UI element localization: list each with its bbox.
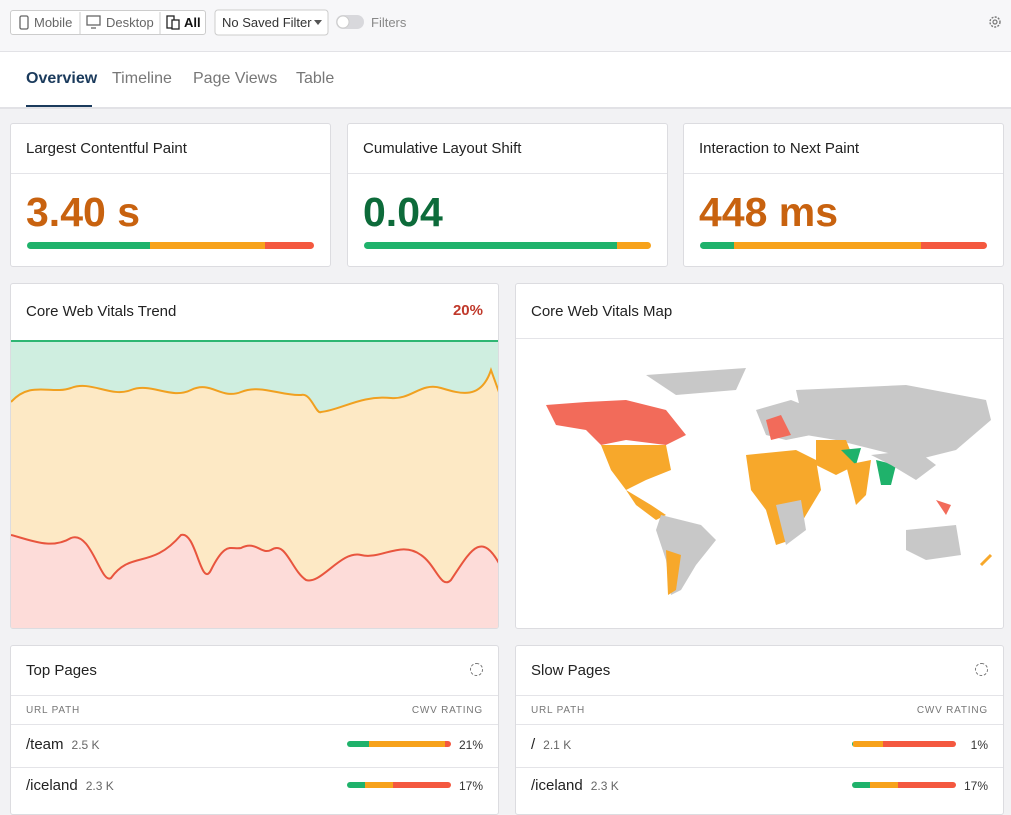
rating-segment [883, 741, 956, 747]
rating-segment [852, 741, 854, 747]
url-path: /iceland [26, 777, 78, 794]
url-path: / [531, 736, 536, 753]
column-header: URL PATH [26, 705, 80, 716]
tab[interactable]: Page Views [193, 70, 278, 87]
column-header: CWV RATING [411, 705, 483, 716]
rating-bar [364, 242, 651, 249]
rating-percent: 1% [970, 738, 988, 752]
rating-bar [347, 741, 451, 747]
page-views: 2.1 K [543, 738, 572, 752]
trend-chart [11, 340, 498, 628]
rating-segment [920, 242, 987, 249]
divider [516, 767, 1003, 768]
rating-segment [347, 741, 369, 747]
rating-segment [27, 242, 151, 249]
divider [11, 173, 330, 174]
rating-segment [150, 242, 266, 249]
metric-title: Cumulative Layout Shift [363, 140, 522, 157]
column-header: CWV RATING [916, 705, 988, 716]
url-path: /iceland [531, 777, 583, 794]
divider [348, 173, 667, 174]
rating-segment [700, 242, 735, 249]
rating-segment [347, 782, 365, 788]
rating-segment [392, 782, 451, 788]
map-card: Core Web Vitals Map [515, 283, 1004, 629]
trend-card: Core Web Vitals Trend 20% [10, 283, 499, 629]
filters-toggle[interactable]: Filters [371, 15, 407, 30]
tab[interactable]: Timeline [112, 70, 172, 87]
metric-card: Largest Contentful Paint 3.40 s [10, 123, 331, 267]
device-button[interactable]: Desktop [106, 15, 154, 30]
rating-percent: 21% [458, 738, 483, 752]
rating-segment [364, 782, 393, 788]
tab[interactable]: Table [296, 70, 335, 87]
row-label[interactable]: /iceland 2.3 K [26, 778, 114, 793]
rating-bar [27, 242, 314, 249]
toolbar [0, 0, 1011, 52]
row-label[interactable]: /team 2.5 K [26, 737, 100, 752]
page-views: 2.5 K [71, 738, 100, 752]
metric-value: 0.04 [363, 189, 443, 235]
rating-segment [852, 782, 870, 788]
card-title: Core Web Vitals Trend [26, 303, 177, 320]
metric-value: 3.40 s [26, 189, 140, 235]
tab-underline [26, 105, 92, 107]
metric-title: Interaction to Next Paint [699, 140, 860, 157]
rating-segment [734, 242, 921, 249]
world-map [546, 368, 993, 595]
url-path: /team [26, 736, 64, 753]
device-button[interactable]: Mobile [34, 15, 73, 30]
rating-segment [616, 242, 651, 249]
settings-icon[interactable] [470, 663, 483, 676]
rating-segment [869, 782, 898, 788]
rating-percent: 17% [963, 779, 988, 793]
device-button[interactable]: All [184, 15, 201, 30]
metric-value: 448 ms [699, 189, 839, 235]
tab[interactable]: Overview [26, 70, 98, 87]
row-label[interactable]: /iceland 2.3 K [531, 778, 619, 793]
metric-title: Largest Contentful Paint [26, 140, 187, 157]
pages-card: Top Pages URL PATH CWV RATING/team 2.5 K 21%… [10, 645, 499, 815]
row-label[interactable]: / 2.1 K [531, 737, 571, 752]
page-views: 2.3 K [590, 779, 619, 793]
settings-icon[interactable] [975, 663, 988, 676]
trend-value: 20% [452, 302, 483, 319]
toolbar-icons [19, 9, 1001, 36]
rating-segment [444, 741, 451, 747]
rating-segment [364, 242, 617, 249]
rating-bar [347, 782, 451, 788]
pages-card: Slow Pages URL PATH CWV RATING / 2.1 K 1% /ice… [515, 645, 1004, 815]
rating-bar [852, 741, 956, 747]
divider [516, 338, 1003, 339]
page-views: 2.3 K [85, 779, 114, 793]
tab-bar [0, 52, 1011, 109]
column-header: URL PATH [531, 705, 585, 716]
divider [516, 695, 1003, 696]
rating-segment [897, 782, 956, 788]
rating-bar [700, 242, 987, 249]
divider [684, 173, 1003, 174]
card-title: Core Web Vitals Map [531, 303, 673, 320]
card-title: Slow Pages [531, 662, 611, 679]
divider [516, 724, 1003, 725]
divider [11, 695, 498, 696]
metric-card: Cumulative Layout Shift 0.04 [347, 123, 668, 267]
saved-filter[interactable]: No Saved Filter [222, 15, 312, 30]
rating-segment [368, 741, 445, 747]
rating-bar [852, 782, 956, 788]
card-title: Top Pages [26, 662, 97, 679]
divider [11, 724, 498, 725]
rating-segment [265, 242, 314, 249]
rating-percent: 17% [458, 779, 483, 793]
rating-segment [853, 741, 884, 747]
metric-card: Interaction to Next Paint 448 ms [683, 123, 1004, 267]
divider [11, 767, 498, 768]
